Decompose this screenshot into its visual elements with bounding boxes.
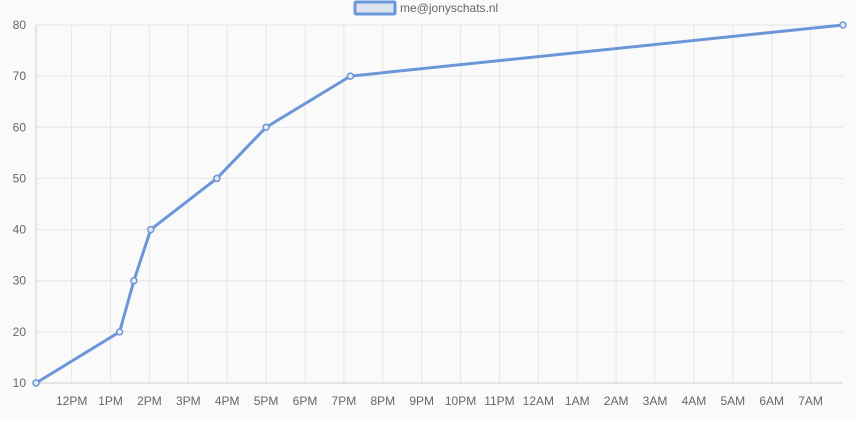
data-point bbox=[346, 72, 355, 80]
y-tick-label: 70 bbox=[13, 69, 27, 83]
y-tick-label: 50 bbox=[13, 171, 27, 185]
data-point bbox=[262, 123, 270, 132]
data-points bbox=[32, 21, 847, 387]
x-tick-label: 12AM bbox=[523, 394, 554, 408]
grid-lines bbox=[36, 24, 843, 384]
x-tick-label: 10PM bbox=[445, 394, 476, 408]
y-tick-label: 20 bbox=[13, 325, 27, 339]
x-tick-label: 8PM bbox=[370, 394, 395, 408]
x-tick-label: 3AM bbox=[643, 394, 668, 408]
data-point bbox=[115, 328, 124, 336]
y-tick-label: 80 bbox=[13, 18, 27, 32]
x-tick-label: 4AM bbox=[682, 394, 707, 408]
y-tick-label: 10 bbox=[13, 376, 27, 390]
x-tick-label: 6AM bbox=[759, 394, 784, 408]
y-tick-label: 30 bbox=[13, 274, 27, 288]
x-tick-label: 11PM bbox=[484, 394, 514, 408]
x-tick-label: 5AM bbox=[720, 394, 745, 408]
x-tick-label: 1PM bbox=[98, 394, 123, 408]
series-lines bbox=[34, 23, 845, 385]
y-tick-labels: 10 20 30 40 50 60 70 80 bbox=[13, 18, 27, 390]
series-line bbox=[34, 23, 845, 385]
x-tick-label: 12PM bbox=[56, 394, 87, 408]
data-point bbox=[839, 21, 847, 29]
x-tick-label: 9PM bbox=[409, 394, 434, 408]
x-tick-label: 1AM bbox=[565, 394, 590, 408]
x-tick-label: 7AM bbox=[798, 394, 823, 408]
data-point bbox=[32, 379, 40, 387]
axes bbox=[35, 25, 843, 384]
data-point bbox=[146, 225, 155, 234]
y-tick-label: 60 bbox=[13, 120, 27, 134]
x-tick-label: 3PM bbox=[176, 394, 201, 408]
x-tick-label: 2PM bbox=[137, 394, 162, 408]
data-point bbox=[213, 174, 221, 183]
legend[interactable]: me@jonyschats.nl bbox=[353, 0, 498, 16]
x-tick-label: 7PM bbox=[332, 394, 357, 408]
legend-swatch[interactable] bbox=[353, 0, 397, 16]
x-tick-label: 5PM bbox=[254, 394, 279, 408]
y-tick-label: 40 bbox=[13, 223, 27, 237]
x-tick-label: 6PM bbox=[293, 394, 318, 408]
data-point bbox=[130, 276, 138, 285]
legend-label[interactable]: me@jonyschats.nl bbox=[400, 1, 498, 15]
x-tick-label: 4PM bbox=[215, 394, 240, 408]
x-tick-label: 2AM bbox=[604, 394, 629, 408]
x-tick-labels: 12PM 1PM 2PM 3PM 4PM 5PM 6PM 7PM 8PM 9PM 10PM 11PM 1… bbox=[56, 394, 823, 408]
